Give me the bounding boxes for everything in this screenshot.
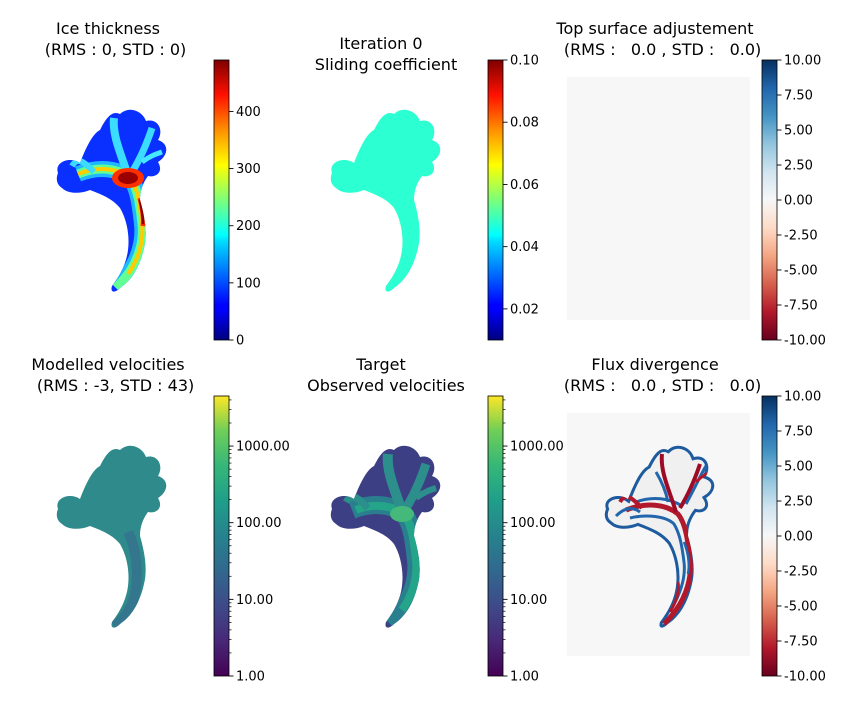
colorbar-tick-label: -10.00 [784,334,826,349]
flux-divergence-map [604,445,714,628]
colorbar-tick-label: 0.08 [510,116,539,131]
title-line-2: Sliding coefficient [315,55,457,74]
title-line-1: Top surface adjustement [555,19,753,38]
colorbar-rdbu [762,396,777,676]
colorbar-ticks: 0 100 200 300 400 [229,105,261,349]
title-line-2: (RMS : 0.0 , STD : 0.0) [559,40,762,59]
colorbar-tick-label: 0.10 [510,54,539,69]
colorbar-ticks: -10.00 -7.50 -5.00 -2.50 0.00 2.50 5.00 7.50 10.… [777,54,826,349]
colorbar-ticks: -10.00 -7.50 -5.00 -2.50 0.00 2.50 5.00 7.50 10.… [777,390,826,685]
title-line-1: Flux divergence [591,355,718,374]
title-line-1: Modelled velocities [31,355,184,374]
colorbar-tick-label: 0.06 [510,178,539,193]
colorbar-tick-label: 7.50 [784,89,813,104]
colorbar-ticks: 0.02 0.04 0.06 0.08 0.10 [503,54,539,317]
colorbar-tick-label: 0 [236,334,244,349]
title-line-2: Observed velocities [307,376,465,395]
title-line-1: Iteration 0 [339,34,422,53]
colorbar-viridis [488,396,503,676]
colorbar-tick-label: 2.50 [784,159,813,174]
colorbar-tick-label: 100.00 [510,516,556,531]
colorbar-tick-label: 0.00 [784,194,813,209]
colorbar-tick-label: -5.00 [784,600,818,615]
title-line-2: (RMS : -3, STD : 43) [32,376,195,395]
panel-top-surface-adjustement: Top surface adjustement (RMS : 0.0 , STD… [555,19,826,349]
panel-sliding-coefficient: Iteration 0 Sliding coefficient 0.02 0.04… [315,34,539,341]
colorbar-tick-label: 10.00 [784,390,821,405]
colorbar-tick-label: 1.00 [236,670,265,685]
colorbar-tick-label: 10.00 [784,54,821,69]
colorbar-tick-label: -10.00 [784,670,826,685]
colorbar-tick-label: -5.00 [784,264,818,279]
colorbar-tick-label: 5.00 [784,124,813,139]
title-line-2: (RMS : 0.0 , STD : 0.0) [559,376,762,395]
sliding-coefficient-map [330,109,441,292]
colorbar-tick-label: -7.50 [784,299,818,314]
colorbar-jet [488,60,503,340]
colorbar-tick-label: 0.00 [784,530,813,545]
colorbar-tick-label: -7.50 [784,635,818,650]
title-line-2: (RMS : 0, STD : 0) [40,40,187,59]
panel-ice-thickness: Ice thickness (RMS : 0, STD : 0) 0 100 200… [40,19,261,349]
panel-observed-velocities: Target Observed velocities 1.00 10.00 100.… [307,355,564,685]
title-line-1: Target [355,355,406,374]
modelled-velocities-map [56,445,167,628]
observed-velocities-map [330,445,441,628]
colorbar-tick-label: 400 [236,105,261,120]
colorbar-tick-label: 10.00 [510,593,547,608]
colorbar-ticks: 1.00 10.00 100.00 1000.00 [229,399,290,685]
colorbar-tick-label: 1000.00 [510,440,564,455]
ice-thickness-map [56,109,167,292]
colorbar-tick-label: 1000.00 [236,440,290,455]
panel-modelled-velocities: Modelled velocities (RMS : -3, STD : 43)… [31,355,289,685]
colorbar-tick-label: -2.50 [784,229,818,244]
title-line-1: Ice thickness [56,19,160,38]
colorbar-tick-label: 10.00 [236,593,273,608]
colorbar-tick-label: 100.00 [236,516,282,531]
colorbar-tick-label: 200 [236,219,261,234]
colorbar-ticks: 1.00 10.00 100.00 1000.00 [503,399,564,685]
colorbar-tick-label: 100 [236,276,261,291]
colorbar-rdbu [762,60,777,340]
colorbar-tick-label: -2.50 [784,565,818,580]
colorbar-tick-label: 7.50 [784,425,813,440]
colorbar-tick-label: 2.50 [784,495,813,510]
colorbar-viridis [214,396,229,676]
colorbar-tick-label: 5.00 [784,460,813,475]
top-surface-map [567,77,750,320]
panel-flux-divergence: Flux divergence (RMS : 0.0 , STD : 0.0) [559,355,826,685]
colorbar-tick-label: 1.00 [510,670,539,685]
colorbar-tick-label: 0.04 [510,240,539,255]
colorbar-jet [214,60,229,340]
colorbar-tick-label: 300 [236,162,261,177]
colorbar-tick-label: 0.02 [510,302,539,317]
